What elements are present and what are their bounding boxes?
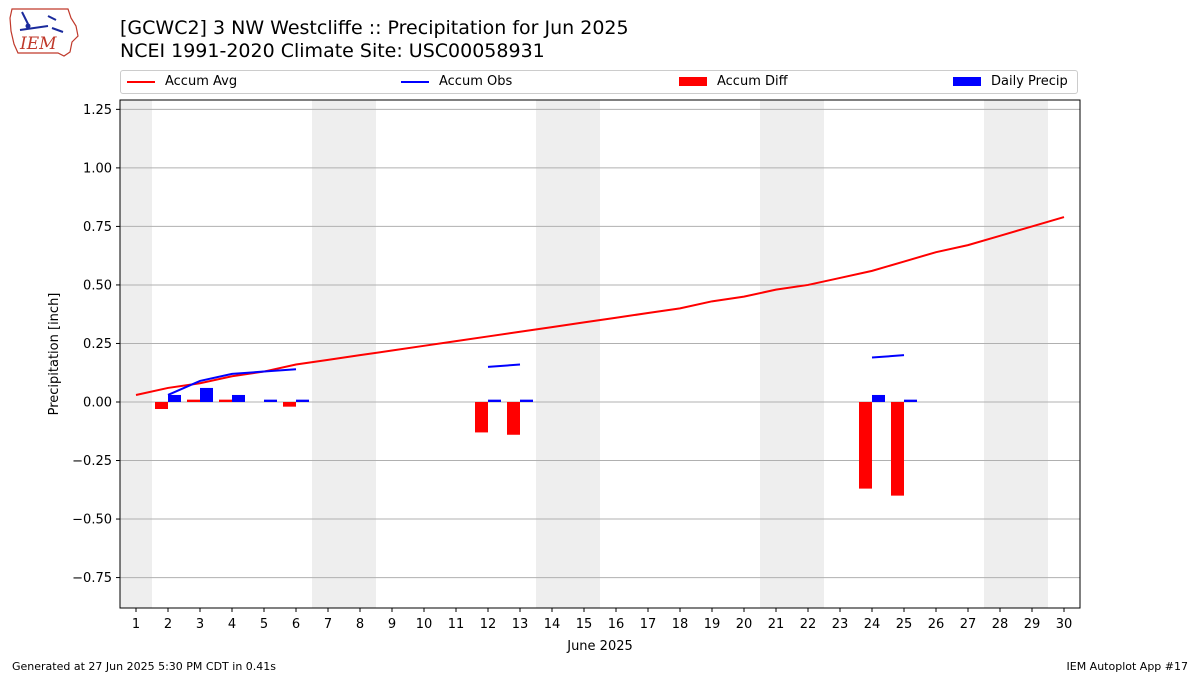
y-tick-label: 0.50 xyxy=(83,278,112,293)
daily-precip-bar xyxy=(200,387,213,402)
x-tick-label: 30 xyxy=(1056,617,1073,632)
daily-precip-bar xyxy=(488,399,501,402)
x-tick-label: 6 xyxy=(292,617,300,632)
chart-subtitle: NCEI 1991-2020 Climate Site: USC00058931 xyxy=(120,40,545,62)
legend-item-accum-obs: Accum Obs xyxy=(401,74,512,89)
accum-diff-bar xyxy=(283,401,296,407)
x-tick-label: 8 xyxy=(356,617,364,632)
legend-swatch-accum-diff xyxy=(679,77,707,86)
weekend-shade-21 xyxy=(760,100,824,608)
accum-diff-bar xyxy=(507,401,520,435)
svg-text:IEM: IEM xyxy=(19,34,57,54)
accum-obs-series xyxy=(167,354,905,396)
legend-label-daily-precip: Daily Precip xyxy=(991,74,1068,89)
app-credit: IEM Autoplot App #17 xyxy=(1066,660,1189,673)
y-axis-ticks: −0.75 −0.50 −0.25 0.00 0.25 0.50 0.75 1.00 1.25 xyxy=(72,103,120,586)
legend-swatch-accum-avg xyxy=(127,80,155,83)
y-tick-label: 1.00 xyxy=(83,161,112,176)
y-axis-label: Precipitation [inch] xyxy=(47,293,62,416)
x-tick-label: 25 xyxy=(896,617,913,632)
daily-precip-bar xyxy=(520,399,533,402)
daily-precip-bar xyxy=(168,394,181,402)
accum-diff-bars xyxy=(155,399,904,496)
legend-item-daily-precip: Daily Precip xyxy=(953,74,1068,89)
legend-swatch-daily-precip xyxy=(953,77,981,86)
x-tick-label: 16 xyxy=(608,617,625,632)
x-tick-label: 20 xyxy=(736,617,753,632)
x-tick-label: 18 xyxy=(672,617,689,632)
chart-legend: Accum Avg Accum Obs Accum Diff Daily Pre… xyxy=(120,70,1078,94)
y-tick-label: 0.25 xyxy=(83,337,112,352)
accum-diff-bar xyxy=(155,401,168,410)
legend-swatch-accum-obs xyxy=(401,80,429,83)
x-tick-label: 17 xyxy=(640,617,657,632)
y-tick-label: −0.25 xyxy=(72,454,112,469)
accum-obs-line xyxy=(487,363,521,368)
x-tick-label: 15 xyxy=(576,617,593,632)
weekend-shade-14 xyxy=(536,100,600,608)
daily-precip-bar xyxy=(264,399,277,402)
accum-diff-bar xyxy=(219,399,232,402)
accum-diff-bar xyxy=(859,401,872,489)
x-tick-label: 14 xyxy=(544,617,561,632)
x-tick-label: 2 xyxy=(164,617,172,632)
x-tick-label: 26 xyxy=(928,617,945,632)
x-tick-label: 7 xyxy=(324,617,332,632)
daily-precip-bar xyxy=(232,394,245,402)
y-tick-label: 1.25 xyxy=(83,103,112,118)
x-tick-label: 22 xyxy=(800,617,817,632)
legend-label-accum-diff: Accum Diff xyxy=(717,74,788,89)
x-tick-label: 4 xyxy=(228,617,236,632)
daily-precip-bar xyxy=(904,399,917,402)
x-tick-label: 1 xyxy=(132,617,140,632)
accum-obs-line xyxy=(167,368,297,396)
weekend-shade-28 xyxy=(984,100,1048,608)
x-tick-label: 23 xyxy=(832,617,849,632)
x-axis-ticks: 1 2 3 4 5 6 7 8 9 10 11 12 13 14 15 16 17 18 19 20 21 22 23 24 2… xyxy=(132,608,1072,632)
x-tick-label: 3 xyxy=(196,617,204,632)
x-tick-label: 24 xyxy=(864,617,881,632)
y-tick-label: −0.75 xyxy=(72,571,112,586)
chart-title: [GCWC2] 3 NW Westcliffe :: Precipitation… xyxy=(120,17,629,39)
y-gridlines xyxy=(120,108,1080,579)
x-tick-label: 28 xyxy=(992,617,1009,632)
x-tick-label: 13 xyxy=(512,617,529,632)
x-tick-label: 12 xyxy=(480,617,497,632)
legend-item-accum-diff: Accum Diff xyxy=(679,74,788,89)
plot-frame xyxy=(119,99,1081,609)
generated-note: Generated at 27 Jun 2025 5:30 PM CDT in … xyxy=(12,660,277,673)
accum-obs-line xyxy=(871,354,905,359)
x-tick-label: 29 xyxy=(1024,617,1041,632)
x-tick-label: 9 xyxy=(388,617,396,632)
x-tick-label: 19 xyxy=(704,617,721,632)
daily-precip-bars xyxy=(168,387,917,402)
x-tick-label: 11 xyxy=(448,617,465,632)
accum-diff-bar xyxy=(475,401,488,433)
legend-label-accum-obs: Accum Obs xyxy=(439,74,513,89)
accum-diff-bar xyxy=(891,401,904,496)
weekend-shade-1 xyxy=(120,100,152,608)
y-tick-label: 0.75 xyxy=(83,220,112,235)
daily-precip-bar xyxy=(296,399,309,402)
x-tick-label: 10 xyxy=(416,617,433,632)
accum-diff-bar xyxy=(187,399,200,402)
x-tick-label: 5 xyxy=(260,617,268,632)
accum-avg-line xyxy=(135,216,1065,396)
iem-logo: IEM xyxy=(8,6,80,58)
weekend-shading xyxy=(120,100,1048,608)
daily-precip-bar xyxy=(872,394,885,402)
accum-avg-series xyxy=(135,216,1065,396)
x-tick-label: 27 xyxy=(960,617,977,632)
y-tick-label: 0.00 xyxy=(83,395,112,410)
y-tick-label: −0.50 xyxy=(72,513,112,528)
x-axis-label: June 2025 xyxy=(566,639,633,654)
legend-label-accum-avg: Accum Avg xyxy=(165,74,238,89)
x-tick-label: 21 xyxy=(768,617,785,632)
legend-item-accum-avg: Accum Avg xyxy=(127,74,237,89)
